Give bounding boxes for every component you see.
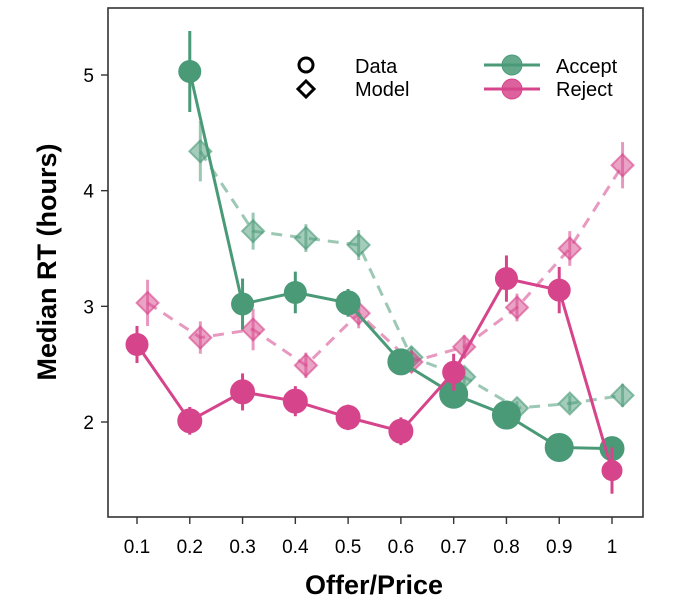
x-tick-label: 0.1 (124, 537, 150, 558)
data-point (557, 236, 583, 261)
data-point (187, 325, 213, 350)
data-point (230, 379, 256, 405)
legend-model-marker (295, 78, 317, 100)
data-point (610, 382, 635, 408)
legend-reject-marker (501, 78, 523, 100)
series-accept-model (187, 121, 635, 421)
x-tick-label: 0.4 (282, 537, 309, 558)
x-axis-title: Offer/Price (305, 570, 443, 600)
y-axis-title: Median RT (hours) (32, 144, 62, 381)
series-reject-data (125, 255, 623, 494)
series-line (135, 276, 614, 472)
legend-accept-label: Accept (556, 56, 618, 78)
plot-area (125, 31, 635, 494)
y-tick-label: 3 (83, 297, 94, 318)
data-point (547, 278, 571, 302)
data-point (491, 400, 521, 430)
x-tick-label: 1 (607, 537, 618, 558)
data-point (442, 360, 466, 384)
data-point (335, 404, 361, 430)
data-point (282, 388, 308, 414)
legend-data-marker (297, 56, 315, 74)
series-reject-model (135, 142, 635, 379)
x-tick-label: 0.8 (493, 537, 519, 558)
x-tick-label: 0.6 (388, 537, 414, 558)
data-point (544, 432, 574, 462)
y-tick-label: 4 (83, 182, 94, 203)
data-point (494, 267, 518, 291)
data-point (601, 460, 623, 482)
data-point (177, 408, 203, 434)
data-point (293, 352, 319, 378)
axes: Median RT (hours) Offer/Price 0.1 0.2 0.3 0… (32, 7, 644, 600)
data-point (335, 290, 361, 316)
series-accept-data (178, 31, 625, 462)
data-point (231, 292, 255, 316)
data-point (557, 391, 583, 416)
data-point (240, 317, 266, 342)
legend-accept-marker (501, 54, 523, 76)
legend: Data Model Accept Reject (295, 54, 618, 101)
legend-data-label: Data (355, 56, 398, 78)
x-tick-label: 0.3 (229, 537, 255, 558)
series-line (146, 164, 624, 368)
plot-frame (107, 7, 644, 518)
data-point (504, 295, 530, 320)
x-tick-label: 0.5 (335, 537, 361, 558)
legend-reject-label: Reject (556, 79, 613, 101)
data-point (346, 232, 372, 258)
data-point (387, 348, 415, 376)
data-point (240, 218, 266, 244)
data-point (178, 60, 202, 84)
x-tick-label: 0.2 (177, 537, 203, 558)
data-point (388, 418, 414, 444)
data-point (293, 225, 319, 251)
data-point (135, 290, 160, 316)
x-tick-label: 0.9 (546, 537, 572, 558)
legend-model-label: Model (355, 79, 409, 101)
y-tick-label: 2 (83, 413, 94, 434)
x-tick-label: 0.7 (440, 537, 466, 558)
data-point (283, 280, 307, 304)
data-point (125, 333, 149, 357)
y-tick-label: 5 (83, 66, 94, 87)
data-point (610, 152, 635, 178)
